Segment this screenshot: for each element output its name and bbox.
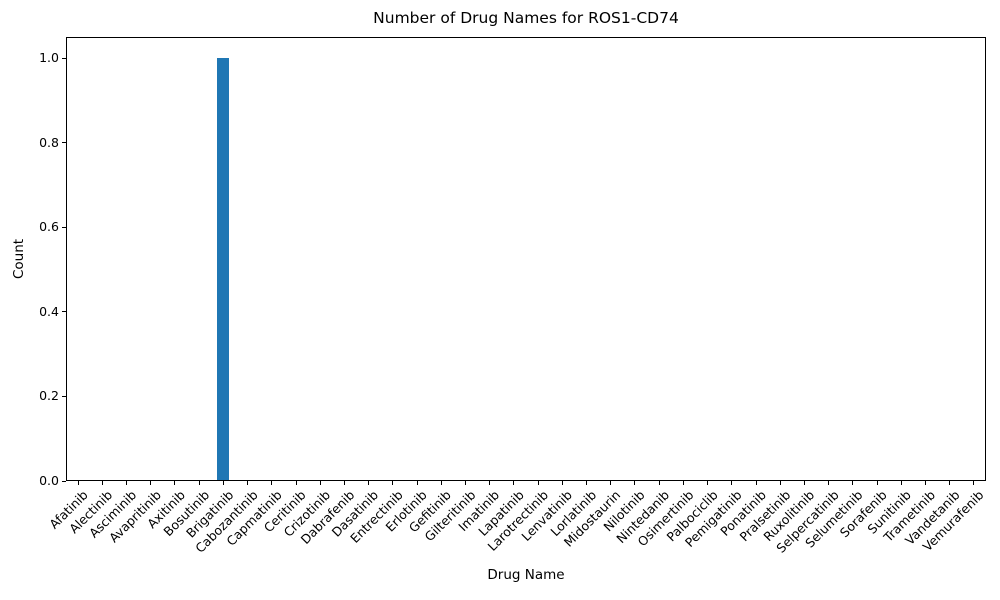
x-tick-mark [198, 481, 200, 485]
x-tick-mark [489, 481, 491, 485]
x-tick-mark [392, 481, 394, 485]
x-tick-mark [755, 481, 757, 485]
x-tick-mark [876, 481, 878, 485]
x-tick-mark [440, 481, 442, 485]
y-tick-mark [62, 480, 66, 482]
x-tick-mark [610, 481, 612, 485]
x-tick-mark [126, 481, 128, 485]
y-tick-label: 0.0 [39, 473, 59, 488]
y-axis-label: Count [11, 238, 27, 280]
y-tick-label: 1.0 [39, 50, 59, 66]
x-tick-mark [319, 481, 321, 485]
x-tick-mark [295, 481, 297, 485]
x-tick-mark [464, 481, 466, 485]
x-tick-mark [101, 481, 103, 485]
x-tick-mark [222, 481, 224, 485]
x-tick-mark [150, 481, 152, 485]
plot-area [66, 37, 986, 481]
y-tick-label: 0.4 [39, 303, 59, 319]
x-tick-mark [343, 481, 345, 485]
x-axis-label: Drug Name [487, 567, 565, 583]
chart-title: Number of Drug Names for ROS1-CD74 [373, 9, 679, 27]
x-tick-mark [828, 481, 830, 485]
x-tick-mark [852, 481, 854, 485]
x-tick-mark [77, 481, 79, 485]
x-tick-mark [731, 481, 733, 485]
x-tick-mark [803, 481, 805, 485]
x-tick-mark [900, 481, 902, 485]
x-tick-mark [682, 481, 684, 485]
x-tick-mark [924, 481, 926, 485]
x-tick-mark [707, 481, 709, 485]
y-tick-label: 0.6 [39, 219, 59, 235]
x-tick-mark [513, 481, 515, 485]
y-tick-mark [62, 395, 66, 397]
x-tick-mark [247, 481, 249, 485]
x-tick-mark [973, 481, 975, 485]
y-tick-label: 0.2 [39, 388, 59, 404]
y-tick-mark [62, 57, 66, 59]
x-tick-mark [561, 481, 563, 485]
x-tick-mark [271, 481, 273, 485]
x-tick-mark [416, 481, 418, 485]
x-tick-mark [658, 481, 660, 485]
y-tick-mark [62, 226, 66, 228]
x-tick-mark [174, 481, 176, 485]
y-tick-mark [62, 311, 66, 313]
bar-brigatinib [217, 58, 230, 480]
x-tick-mark [779, 481, 781, 485]
x-tick-mark [586, 481, 588, 485]
x-tick-mark [949, 481, 951, 485]
y-tick-mark [62, 142, 66, 144]
y-tick-label: 0.8 [39, 134, 59, 150]
x-tick-mark [537, 481, 539, 485]
x-tick-mark [634, 481, 636, 485]
x-tick-mark [368, 481, 370, 485]
